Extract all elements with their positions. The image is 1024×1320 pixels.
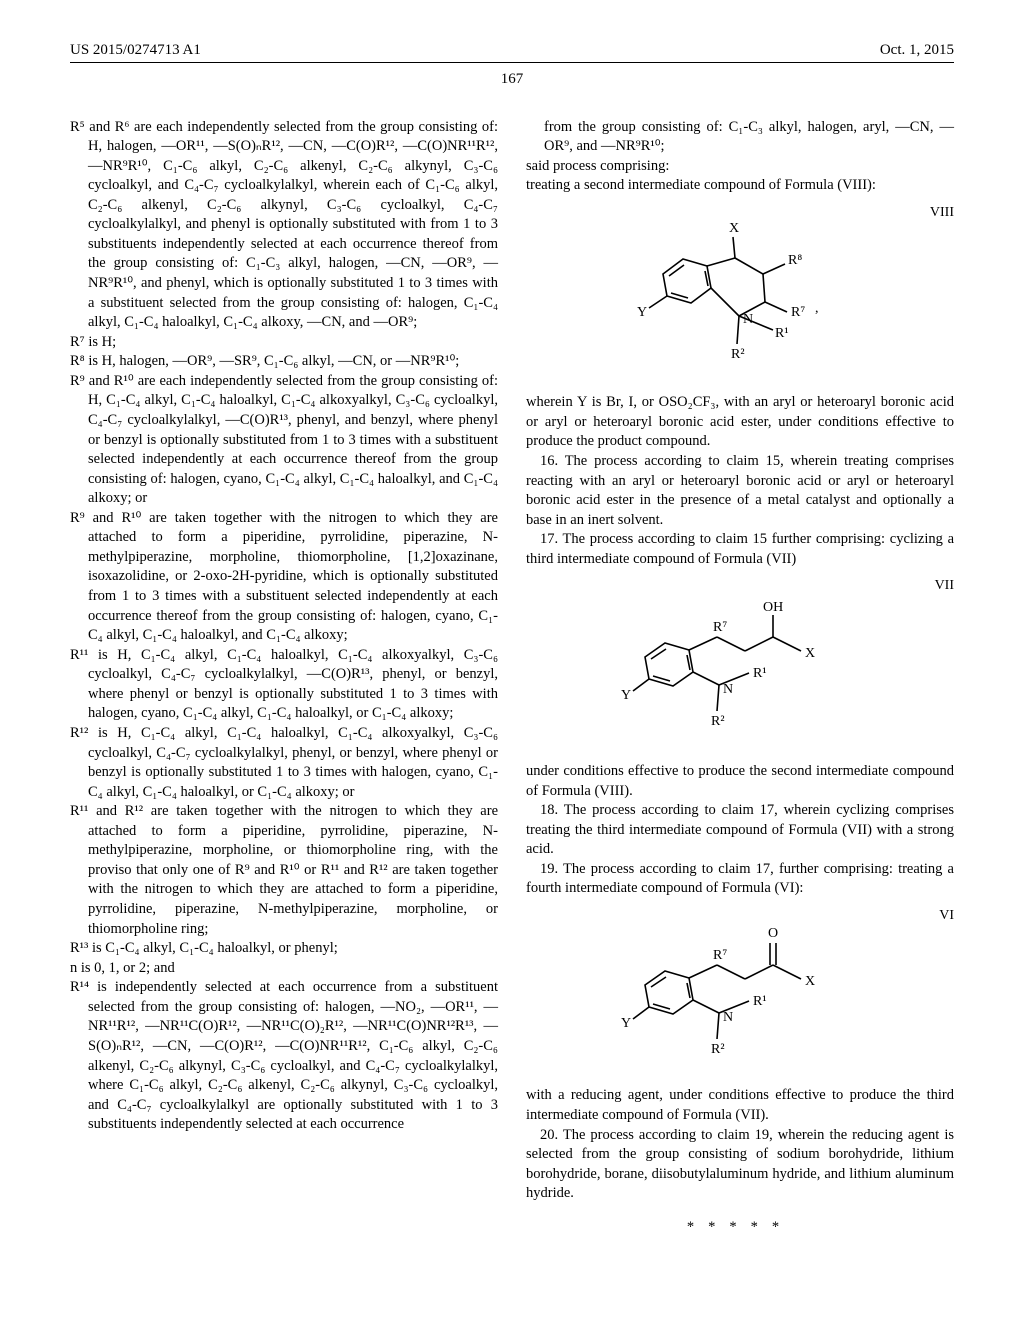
structure-vi: O R⁷ X N R¹ R² Y <box>615 907 865 1072</box>
formula-label: VI <box>939 907 954 926</box>
formula-vii: VII <box>526 577 954 754</box>
svg-text:X: X <box>805 646 815 661</box>
claim-text: treating a second intermediate compound … <box>526 176 954 196</box>
right-column: from the group consisting of: C₁-C₃ alky… <box>526 118 954 1252</box>
formula-viii: VIII <box>526 204 954 386</box>
claim-text: said process comprising: <box>526 157 954 177</box>
svg-text:R⁸: R⁸ <box>788 253 802 268</box>
claim-text: R⁷ is H; <box>70 333 498 353</box>
claim-text: R¹³ is C₁-C₄ alkyl, C₁-C₄ haloalkyl, or … <box>70 939 498 959</box>
svg-text:R⁷: R⁷ <box>713 620 727 635</box>
svg-text:R⁷: R⁷ <box>791 305 805 320</box>
formula-label: VII <box>935 577 954 596</box>
svg-text:N: N <box>723 682 733 697</box>
claim-text: R⁹ and R¹⁰ are taken together with the n… <box>70 509 498 646</box>
svg-text:,: , <box>815 301 819 316</box>
svg-text:OH: OH <box>763 600 783 615</box>
svg-text:Y: Y <box>621 1016 631 1031</box>
claim-text: wherein Y is Br, I, or OSO₂CF₃, with an … <box>526 393 954 452</box>
claim-text: R⁸ is H, halogen, —OR⁹, —SR⁹, C₁-C₆ alky… <box>70 352 498 372</box>
svg-text:N: N <box>743 312 753 327</box>
formula-vi: VI <box>526 907 954 1079</box>
claim-text: 20. The process according to claim 19, w… <box>526 1126 954 1204</box>
svg-text:Y: Y <box>637 305 647 320</box>
svg-text:R¹: R¹ <box>753 666 767 681</box>
running-header: US 2015/0274713 A1 Oct. 1, 2015 <box>70 40 954 63</box>
claim-text: 17. The process according to claim 15 fu… <box>526 530 954 569</box>
claim-text: R¹¹ is H, C₁-C₄ alkyl, C₁-C₄ haloalkyl, … <box>70 646 498 724</box>
publication-date: Oct. 1, 2015 <box>880 40 954 60</box>
svg-text:R⁷: R⁷ <box>713 948 727 963</box>
svg-text:X: X <box>805 974 815 989</box>
svg-text:N: N <box>723 1010 733 1025</box>
claim-text: with a reducing agent, under conditions … <box>526 1086 954 1125</box>
svg-text:R²: R² <box>731 347 745 362</box>
claim-text: n is 0, 1, or 2; and <box>70 959 498 979</box>
claim-text: R⁵ and R⁶ are each independently selecte… <box>70 118 498 333</box>
claim-text: R¹⁴ is independently selected at each oc… <box>70 978 498 1135</box>
end-marker: ***** <box>526 1218 954 1238</box>
claim-text: 16. The process according to claim 15, w… <box>526 452 954 530</box>
structure-viii: X R⁸ R⁷ N R¹ R² Y , <box>625 204 855 379</box>
svg-text:R¹: R¹ <box>775 326 789 341</box>
page-number: 167 <box>70 69 954 89</box>
formula-label: VIII <box>930 204 954 223</box>
svg-text:R²: R² <box>711 1042 725 1057</box>
svg-text:O: O <box>768 926 778 941</box>
svg-text:Y: Y <box>621 688 631 703</box>
structure-vii: OH R⁷ X N R¹ R² Y <box>615 577 865 747</box>
left-column: R⁵ and R⁶ are each independently selecte… <box>70 118 498 1252</box>
claim-text: from the group consisting of: C₁-C₃ alky… <box>526 118 954 157</box>
svg-text:R¹: R¹ <box>753 994 767 1009</box>
claim-text: R¹¹ and R¹² are taken together with the … <box>70 802 498 939</box>
publication-number: US 2015/0274713 A1 <box>70 40 201 60</box>
claim-text: 19. The process according to claim 17, f… <box>526 860 954 899</box>
claim-text: R¹² is H, C₁-C₄ alkyl, C₁-C₄ haloalkyl, … <box>70 724 498 802</box>
two-column-body: R⁵ and R⁶ are each independently selecte… <box>70 118 954 1252</box>
claim-text: 18. The process according to claim 17, w… <box>526 801 954 860</box>
claim-text: under conditions effective to produce th… <box>526 762 954 801</box>
svg-text:X: X <box>729 221 739 236</box>
svg-text:R²: R² <box>711 714 725 729</box>
claim-text: R⁹ and R¹⁰ are each independently select… <box>70 372 498 509</box>
